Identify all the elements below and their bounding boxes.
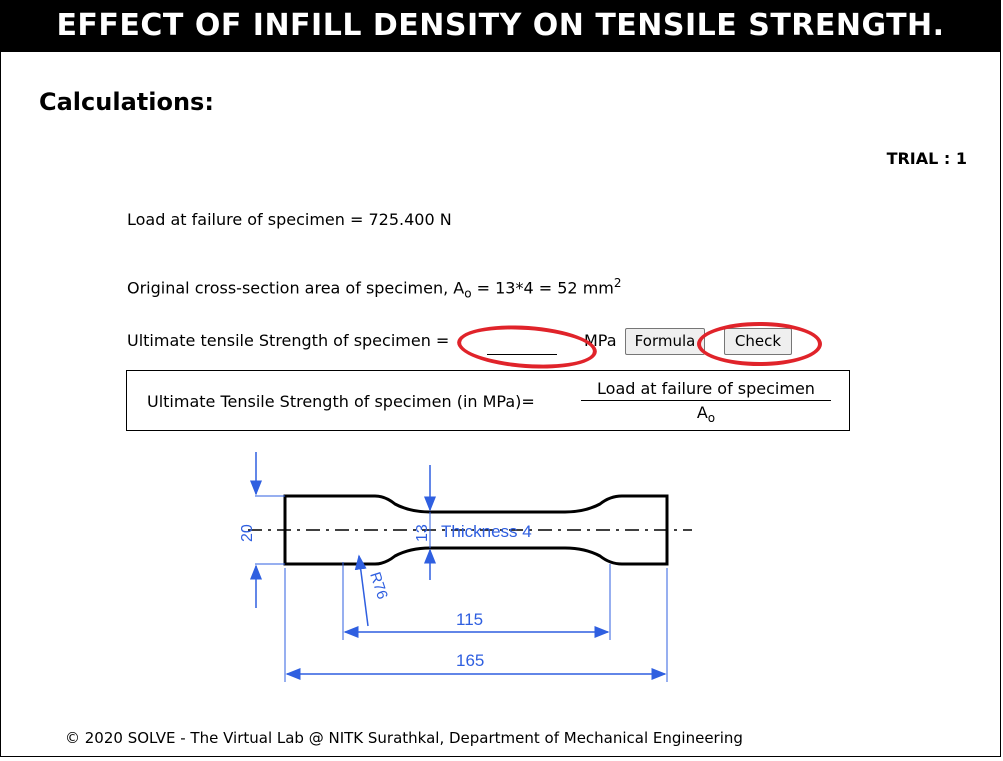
formula-denominator: Ao bbox=[581, 401, 831, 425]
total-length-label: 165 bbox=[456, 651, 484, 670]
uts-answer-input[interactable] bbox=[487, 336, 557, 355]
gauge-length-label: 115 bbox=[456, 610, 483, 629]
cross-section-area-text: Original cross-section area of specimen,… bbox=[127, 276, 622, 301]
specimen-outline bbox=[283, 494, 669, 566]
formula-lhs: Ultimate Tensile Strength of specimen (i… bbox=[147, 392, 535, 411]
section-title: Calculations: bbox=[39, 88, 214, 116]
formula-fraction: Load at failure of specimen Ao bbox=[581, 379, 831, 425]
trial-label: TRIAL : 1 bbox=[886, 149, 967, 168]
formula-button[interactable]: Formula bbox=[625, 328, 705, 355]
denominator-sub: o bbox=[707, 411, 716, 426]
uts-label: Ultimate tensile Strength of specimen = bbox=[127, 331, 450, 350]
radius-label: R76 bbox=[366, 570, 391, 601]
area-value: = 13*4 = 52 mm bbox=[471, 278, 614, 298]
footer-copyright: © 2020 SOLVE - The Virtual Lab @ NITK Su… bbox=[65, 729, 743, 747]
formula-numerator: Load at failure of specimen bbox=[581, 379, 831, 401]
specimen-drawing: 20 13 Thickness 4 R76 115 165 bbox=[239, 452, 692, 682]
thickness-label: Thickness 4 bbox=[441, 522, 532, 541]
area-prefix: Original cross-section area of specimen,… bbox=[127, 278, 465, 298]
page-title-banner: EFFECT OF INFILL DENSITY ON TENSILE STRE… bbox=[0, 0, 1001, 52]
check-button[interactable]: Check bbox=[724, 328, 792, 355]
area-superscript: 2 bbox=[613, 276, 622, 290]
neck-dimension-label: 13 bbox=[414, 524, 431, 542]
uts-unit: MPa bbox=[584, 331, 617, 350]
width-dimension-label: 20 bbox=[239, 524, 256, 542]
area-subscript: o bbox=[464, 286, 472, 301]
formula-box: Ultimate Tensile Strength of specimen (i… bbox=[126, 370, 850, 431]
load-at-failure-text: Load at failure of specimen = 725.400 N bbox=[127, 210, 452, 229]
denominator-main: A bbox=[696, 403, 708, 422]
